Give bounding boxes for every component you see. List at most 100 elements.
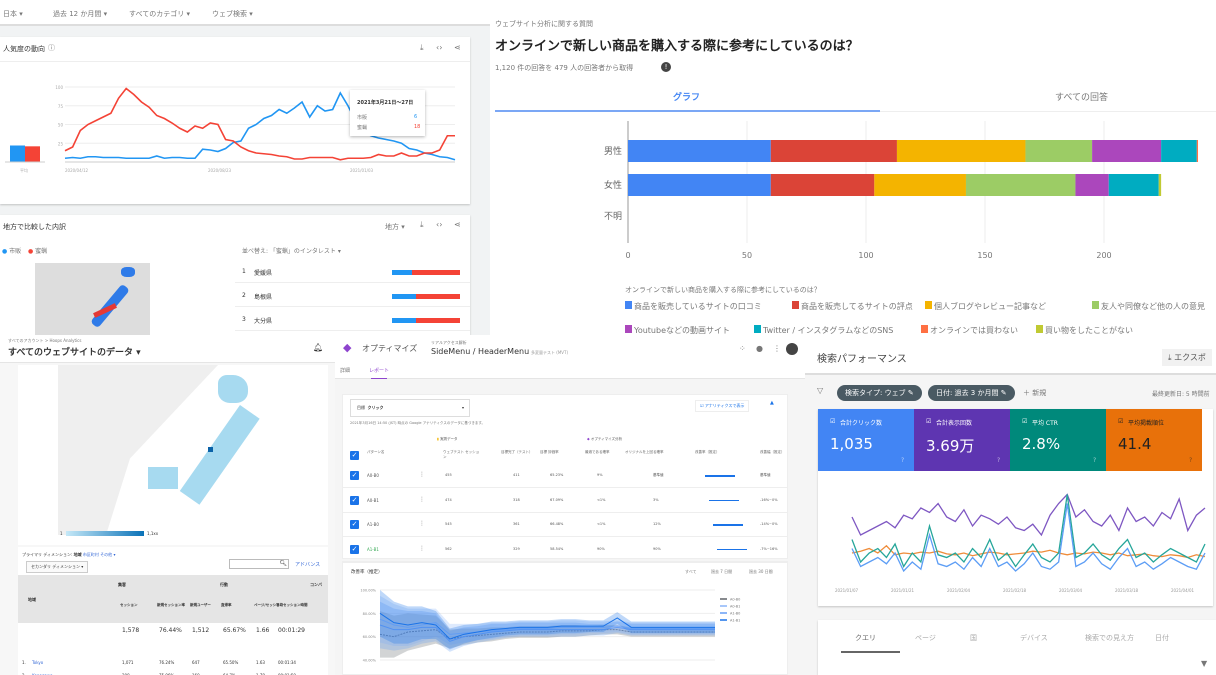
sort-select[interactable]: 並べ替え: 「蜜蝋」のインタレスト ▾ — [242, 248, 341, 255]
bar-segment-3[interactable] — [1025, 140, 1093, 162]
bar-segment-1[interactable] — [770, 140, 897, 162]
region-name[interactable]: 大分県 — [254, 318, 273, 325]
variant-menu-icon[interactable]: ⋮ — [419, 471, 425, 478]
variant-checkbox[interactable]: ✓ — [350, 520, 359, 529]
share-icon[interactable]: ⋖ — [454, 43, 461, 52]
column-header[interactable]: 平均セッション時間 — [276, 603, 308, 607]
filter-icon[interactable]: ▽ — [817, 386, 824, 395]
metric-checkbox-icon[interactable]: ☑ — [926, 418, 932, 425]
region-name[interactable]: 島根県 — [254, 294, 273, 301]
analytics-button[interactable]: ☑ アナリティクスで表示 — [695, 400, 750, 412]
table-search-input[interactable]: 🔍︎ — [229, 559, 289, 569]
bar-segment-2[interactable] — [896, 140, 1026, 162]
embed-icon[interactable]: ‹› — [436, 220, 443, 229]
bar-segment-6[interactable] — [1196, 140, 1199, 162]
tab-2[interactable]: 国 — [970, 634, 977, 642]
column-header[interactable]: 改善率（推定） — [695, 450, 720, 454]
column-header[interactable]: 新規セッション率 — [157, 603, 185, 607]
bar-segment-5[interactable] — [1161, 140, 1197, 162]
bar-segment-0[interactable] — [628, 140, 771, 162]
metric-checkbox-icon[interactable]: ☑ — [1022, 418, 1028, 425]
bar-segment-3[interactable] — [965, 174, 1076, 196]
col-region[interactable]: 地域 — [28, 597, 36, 602]
column-header[interactable]: 最適である確率 — [585, 450, 610, 454]
export-button[interactable]: ⤓ エクスポ — [1162, 349, 1212, 366]
row-region[interactable]: Kanagawa — [32, 673, 53, 675]
tab-5[interactable]: 日付 — [1155, 634, 1169, 642]
metric-tile[interactable]: ☑ 平均 CTR 2.8%? — [1010, 409, 1106, 471]
advanced-link[interactable]: アドバンス — [295, 562, 321, 568]
chip-date[interactable]: 日付: 過去 3 か月間 ✎ — [928, 385, 1015, 401]
row-region[interactable]: Tokyo — [32, 660, 44, 665]
region-name[interactable]: 愛媛県 — [254, 270, 273, 277]
column-header[interactable]: 新規ユーザー — [190, 603, 211, 607]
column-header[interactable]: 直帰率 — [221, 603, 232, 607]
metric-checkbox-icon[interactable]: ☑ — [830, 418, 836, 425]
range-7d[interactable]: 過去 7 日間 — [711, 569, 733, 574]
collapse-button[interactable]: ▲ — [770, 400, 774, 406]
variant-checkbox[interactable]: ✓ — [350, 544, 359, 554]
download-icon[interactable]: ⤓ — [420, 220, 424, 229]
objective-select[interactable]: 目標 クリック ▾ — [350, 399, 470, 417]
tab-report[interactable]: レポート — [369, 368, 390, 374]
chip-search-type[interactable]: 検索タイプ: ウェブ ✎ — [837, 385, 922, 401]
range-all[interactable]: すべて — [685, 569, 697, 574]
bar-segment-2[interactable] — [874, 174, 966, 196]
bar-segment-7[interactable] — [1158, 174, 1162, 196]
filter-search-type[interactable]: ウェブ検索 ▾ — [212, 10, 253, 18]
bar-segment-0[interactable] — [628, 174, 771, 196]
help-icon[interactable]: ? — [1189, 457, 1193, 464]
column-header[interactable]: 目標 評価率 — [540, 450, 559, 454]
help-icon[interactable]: ? — [901, 457, 905, 464]
bar-segment-4[interactable] — [1075, 174, 1109, 196]
tab-1[interactable]: ページ — [915, 634, 936, 642]
column-header[interactable]: パターン名 — [367, 450, 385, 454]
column-header[interactable]: セッション — [120, 603, 138, 607]
dimension-city[interactable]: 市区町村 — [82, 552, 99, 557]
column-header[interactable]: オリジナルを上回る確率 — [625, 450, 664, 454]
download-icon[interactable]: ⤓ — [420, 43, 424, 52]
dimension-other[interactable]: その他 ▾ — [100, 552, 116, 557]
dimension-region[interactable]: 地域 — [73, 552, 82, 557]
metric-tile[interactable]: ☑ 合計表示回数 3.69万? — [914, 409, 1010, 471]
region-select[interactable]: 地方 ▾ — [385, 223, 405, 231]
avatar[interactable] — [786, 343, 798, 355]
add-filter-button[interactable]: ＋ 新規 — [1023, 389, 1047, 397]
bar-segment-1[interactable] — [770, 174, 875, 196]
filter-period[interactable]: 過去 12 か月間 ▾ — [53, 10, 108, 18]
metric-tile[interactable]: ☑ 合計クリック数 1,035? — [818, 409, 914, 471]
metric-checkbox-icon[interactable]: ☑ — [1118, 418, 1124, 425]
bar-segment-4[interactable] — [1092, 140, 1162, 162]
filter-region[interactable]: 日本 ▾ — [3, 10, 23, 18]
select-all-checkbox[interactable]: ✓ — [350, 451, 359, 460]
column-header[interactable]: 目標完了（テスト） — [501, 450, 533, 454]
help-icon[interactable]: ⓘ — [48, 44, 55, 52]
filter-category[interactable]: すべてのカテゴリ ▾ — [129, 10, 190, 18]
range-30d[interactable]: 過去 30 日間 — [749, 569, 773, 574]
variant-menu-icon[interactable]: ⋮ — [419, 495, 425, 503]
notification-icon[interactable]: 🔔︎ — [313, 343, 324, 352]
tab-graph[interactable]: グラフ — [673, 93, 701, 103]
tab-4[interactable]: 検索での見え方 — [1085, 634, 1134, 642]
secondary-dimension-select[interactable]: セカンダリ ディメンション ▾ — [26, 561, 89, 573]
variant-menu-icon[interactable]: ⋮ — [419, 520, 425, 527]
apps-icon[interactable]: ⁘ — [739, 344, 746, 353]
help-icon[interactable]: ? — [997, 457, 1001, 464]
info-icon[interactable]: ! — [661, 62, 671, 72]
tab-all-responses[interactable]: すべての回答 — [1055, 93, 1109, 103]
ga-view-title[interactable]: すべてのウェブサイトのデータ ▾ — [8, 348, 141, 358]
column-header[interactable]: ページ/セッション — [254, 603, 284, 607]
ga-breadcrumb[interactable]: すべてのアカウント > Hoops Analytics — [8, 338, 82, 343]
column-header[interactable]: 改善幅（推定） — [760, 450, 785, 454]
tab-3[interactable]: デバイス — [1020, 634, 1048, 642]
more-icon[interactable]: ⋮ — [773, 344, 781, 353]
embed-icon[interactable]: ‹› — [436, 43, 443, 52]
variant-checkbox[interactable]: ✓ — [350, 495, 359, 505]
help-icon[interactable]: ? — [1093, 457, 1097, 464]
tab-details[interactable]: 詳細 — [340, 368, 351, 374]
variant-checkbox[interactable]: ✓ — [350, 471, 359, 480]
share-icon[interactable]: ⋖ — [454, 220, 461, 229]
bar-segment-5[interactable] — [1108, 174, 1159, 196]
variant-menu-icon[interactable]: ⋮ — [419, 544, 425, 552]
metric-tile[interactable]: ☑ 平均掲載順位 41.4? — [1106, 409, 1202, 471]
